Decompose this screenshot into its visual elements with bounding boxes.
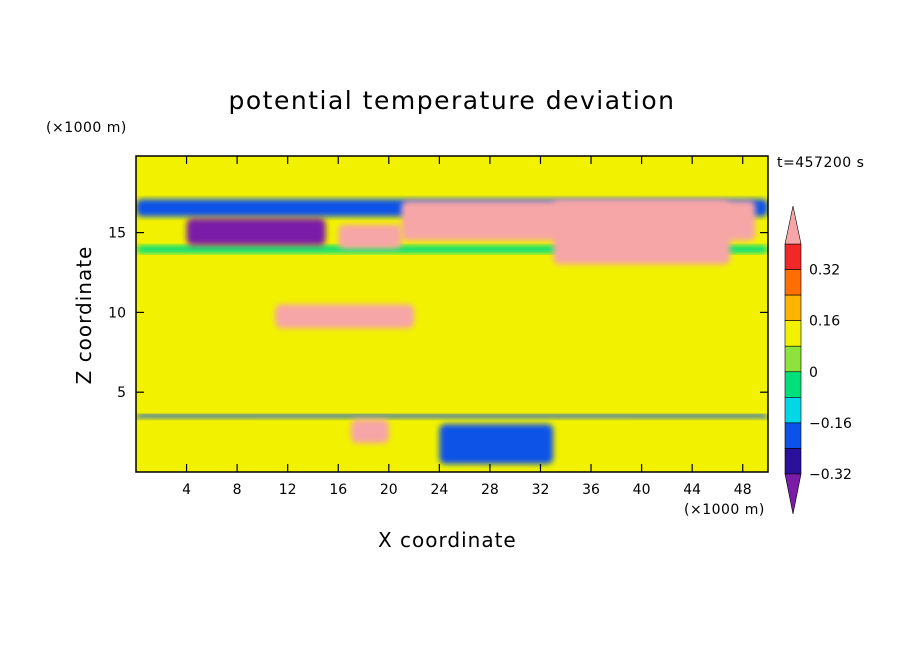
contour-region <box>350 419 389 444</box>
colorbar-extend-high <box>784 205 802 245</box>
contour-region <box>553 200 731 265</box>
y-tick-label: 15 <box>108 226 126 242</box>
contour-region <box>275 304 415 329</box>
z-axis-unit-label: (×1000 m) <box>46 120 127 136</box>
x-tick-label: 36 <box>582 482 600 498</box>
contour-region <box>136 267 768 305</box>
x-tick-label: 24 <box>430 482 448 498</box>
y-tick-label: 5 <box>117 385 126 401</box>
contour-field <box>136 156 768 472</box>
x-tick-label: 32 <box>532 482 550 498</box>
plot-frame <box>135 155 769 473</box>
x-tick-label: 4 <box>182 482 191 498</box>
chart-title: potential temperature deviation <box>228 86 676 115</box>
x-tick-label: 28 <box>481 482 499 498</box>
contour-region <box>338 224 402 249</box>
colorbar-swatch <box>784 422 802 449</box>
colorbar-swatch <box>784 371 802 398</box>
colorbar-swatch <box>784 397 802 424</box>
colorbar-swatch <box>784 294 802 321</box>
x-axis-unit-label: (×1000 m) <box>684 502 765 518</box>
colorbar-swatch <box>784 320 802 347</box>
colorbar-swatch <box>784 345 802 373</box>
x-tick-label: 8 <box>233 482 242 498</box>
x-tick-label: 16 <box>329 482 347 498</box>
contour-region <box>439 424 554 465</box>
x-tick-label: 40 <box>633 482 651 498</box>
colorbar-tick-label: 0.16 <box>809 314 840 330</box>
colorbar-extend-low <box>784 473 802 515</box>
colorbar-tick-label: 0 <box>809 365 818 381</box>
contour-region <box>186 218 326 246</box>
colorbar-tick-label: 0.32 <box>809 263 840 279</box>
x-axis-label: X coordinate <box>378 528 517 552</box>
contour-region <box>136 414 768 420</box>
contour-region <box>136 328 768 409</box>
colorbar: 0.32 0.16 0 −0.16 −0.32 <box>784 205 852 515</box>
colorbar-swatch <box>784 269 802 296</box>
colorbar-tick-label: −0.32 <box>809 467 852 483</box>
y-tick-label: 10 <box>108 305 126 321</box>
colorbar-tick-label: −0.16 <box>809 416 852 432</box>
x-tick-label: 44 <box>683 482 701 498</box>
colorbar-swatch <box>784 243 802 270</box>
x-axis: 4 8 12 16 20 24 28 32 36 40 44 48 <box>182 156 752 498</box>
x-tick-label: 48 <box>734 482 752 498</box>
time-label: t=457200 s <box>777 155 865 171</box>
y-axis: 5 10 15 <box>108 226 768 401</box>
colorbar-swatch <box>784 448 802 475</box>
x-tick-label: 20 <box>380 482 398 498</box>
x-tick-label: 12 <box>279 482 297 498</box>
